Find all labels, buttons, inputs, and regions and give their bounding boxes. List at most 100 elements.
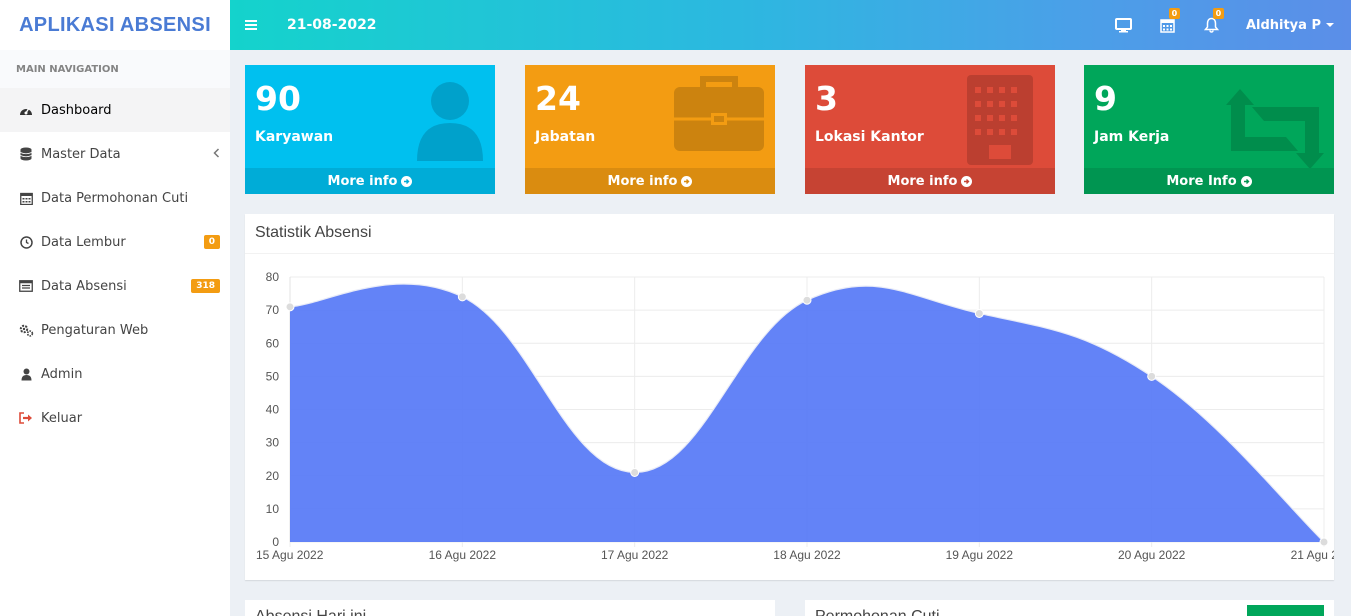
jabatan-count: 24	[535, 79, 581, 118]
data-point	[1319, 537, 1329, 547]
permohonan-cuti-title: Permohonan Cuti	[805, 600, 1334, 616]
data-point	[630, 467, 640, 477]
info-box-karyawan: 90 Karyawan More info	[245, 65, 495, 194]
briefcase-icon	[673, 75, 765, 159]
sidebar-item-master-data[interactable]: Master Data	[0, 132, 230, 176]
app-logo[interactable]: APLIKASI ABSENSI	[0, 0, 230, 50]
sidebar-item-label: Data Permohonan Cuti	[41, 190, 189, 206]
data-point	[285, 302, 295, 312]
list-icon	[18, 278, 34, 294]
y-tick-label: 20	[266, 469, 280, 483]
sidebar-item-label: Pengaturan Web	[41, 322, 149, 338]
building-icon	[965, 75, 1035, 169]
info-box-jam-kerja: 9 Jam Kerja More Info	[1084, 65, 1334, 194]
jabatan-more-info-link[interactable]: More info	[525, 168, 775, 194]
lembur-count-badge: 0	[203, 235, 220, 249]
x-tick-label: 20 Agu 2022	[1118, 548, 1186, 562]
info-box-jabatan: 24 Jabatan More info	[525, 65, 775, 194]
absensi-hari-ini-panel: Absensi Hari ini	[245, 600, 775, 616]
absensi-hari-ini-title: Absensi Hari ini	[245, 600, 775, 616]
chevron-left-icon	[213, 146, 220, 162]
y-tick-label: 30	[266, 436, 280, 450]
lokasi-count: 3	[815, 79, 838, 118]
calendar-icon	[18, 190, 34, 206]
lokasi-more-info-link[interactable]: More info	[805, 168, 1055, 194]
x-tick-label: 21 Agu 2022	[1291, 548, 1334, 562]
sidebar-item-keluar[interactable]: Keluar	[0, 396, 230, 440]
lokasi-label: Lokasi Kantor	[815, 129, 924, 145]
y-tick-label: 10	[266, 502, 280, 516]
dashboard-icon	[18, 102, 34, 118]
more-info-label: More info	[887, 173, 958, 189]
series-area	[290, 284, 1324, 542]
sidebar-item-data-permohonan-cuti[interactable]: Data Permohonan Cuti	[0, 176, 230, 220]
y-tick-label: 80	[266, 270, 280, 284]
sidebar-item-data-lembur[interactable]: Data Lembur 0	[0, 220, 230, 264]
attendance-area-chart: 0 10 20 30 40 50 60 70 80 15 Agu 2022 16 Agu 2022 1…	[256, 270, 1334, 562]
x-tick-label: 17 Agu 2022	[601, 548, 669, 562]
jam-kerja-more-info-link[interactable]: More Info	[1084, 168, 1334, 194]
database-icon	[18, 146, 34, 162]
permohonan-cuti-panel: Permohonan Cuti	[805, 600, 1334, 616]
sidebar-header: MAIN NAVIGATION	[0, 50, 230, 88]
caret-down-icon	[1326, 23, 1334, 27]
bell-icon	[1204, 17, 1220, 33]
retweet-icon	[1226, 75, 1324, 173]
y-tick-label: 60	[266, 336, 280, 350]
gears-icon	[18, 322, 34, 338]
absensi-count-badge: 318	[191, 279, 220, 293]
more-info-label: More Info	[1166, 173, 1237, 189]
jam-kerja-label: Jam Kerja	[1094, 129, 1170, 145]
sidebar-item-label: Data Lembur	[41, 234, 126, 250]
jam-kerja-count: 9	[1094, 79, 1117, 118]
more-info-label: More info	[607, 173, 678, 189]
app-title: APLIKASI ABSENSI	[19, 13, 211, 36]
statistik-absensi-panel: Statistik Absensi 0 10 20 30 40 50 60 70 80 15 Ag…	[245, 214, 1334, 580]
sidebar-item-data-absensi[interactable]: Data Absensi 318	[0, 264, 230, 308]
x-tick-label: 19 Agu 2022	[946, 548, 1014, 562]
jabatan-label: Jabatan	[535, 129, 596, 145]
sidebar: MAIN NAVIGATION Dashboard Master Data Da…	[0, 50, 230, 616]
x-tick-label: 15 Agu 2022	[256, 548, 324, 562]
y-tick-label: 0	[272, 535, 279, 549]
sidebar-item-dashboard[interactable]: Dashboard	[0, 88, 230, 132]
arrow-circle-right-icon	[681, 175, 693, 187]
attendance-chart: 0 10 20 30 40 50 60 70 80 15 Agu 2022 16 Agu 2022 1…	[245, 255, 1334, 580]
sidebar-item-label: Master Data	[41, 146, 121, 162]
info-box-lokasi-kantor: 3 Lokasi Kantor More info	[805, 65, 1055, 194]
sidebar-item-pengaturan-web[interactable]: Pengaturan Web	[0, 308, 230, 352]
data-point	[457, 292, 467, 302]
sidebar-item-label: Dashboard	[41, 102, 112, 118]
arrow-circle-right-icon	[961, 175, 973, 187]
sidebar-item-label: Data Absensi	[41, 278, 127, 294]
calendar-icon	[1160, 18, 1176, 33]
desktop-icon[interactable]	[1102, 0, 1146, 50]
karyawan-count: 90	[255, 79, 301, 118]
data-point	[974, 308, 984, 318]
more-info-label: More info	[327, 173, 398, 189]
x-tick-label: 16 Agu 2022	[429, 548, 497, 562]
notification-badge: 0	[1212, 8, 1224, 19]
sign-out-icon	[18, 410, 34, 426]
sidebar-item-admin[interactable]: Admin	[0, 352, 230, 396]
karyawan-more-info-link[interactable]: More info	[245, 168, 495, 194]
permohonan-cuti-action-button[interactable]	[1247, 605, 1324, 616]
y-tick-label: 70	[266, 303, 280, 317]
sidebar-item-label: Admin	[41, 366, 83, 382]
current-date: 21-08-2022	[287, 17, 377, 33]
sidebar-toggle-button[interactable]	[245, 0, 273, 50]
arrow-circle-right-icon	[401, 175, 413, 187]
data-point	[1147, 371, 1157, 381]
clock-icon	[18, 234, 34, 250]
data-point	[802, 295, 812, 305]
calendar-notification-button[interactable]: 0	[1146, 0, 1190, 50]
user-icon	[18, 366, 34, 382]
notification-button[interactable]: 0	[1190, 0, 1234, 50]
karyawan-label: Karyawan	[255, 129, 334, 145]
y-tick-label: 50	[266, 369, 280, 383]
chart-panel-title: Statistik Absensi	[245, 214, 1334, 254]
top-navbar: 21-08-2022 0 0 Aldhitya P	[230, 0, 1351, 50]
x-tick-label: 18 Agu 2022	[773, 548, 841, 562]
y-tick-label: 40	[266, 403, 280, 417]
user-menu-button[interactable]: Aldhitya P	[1234, 18, 1351, 33]
